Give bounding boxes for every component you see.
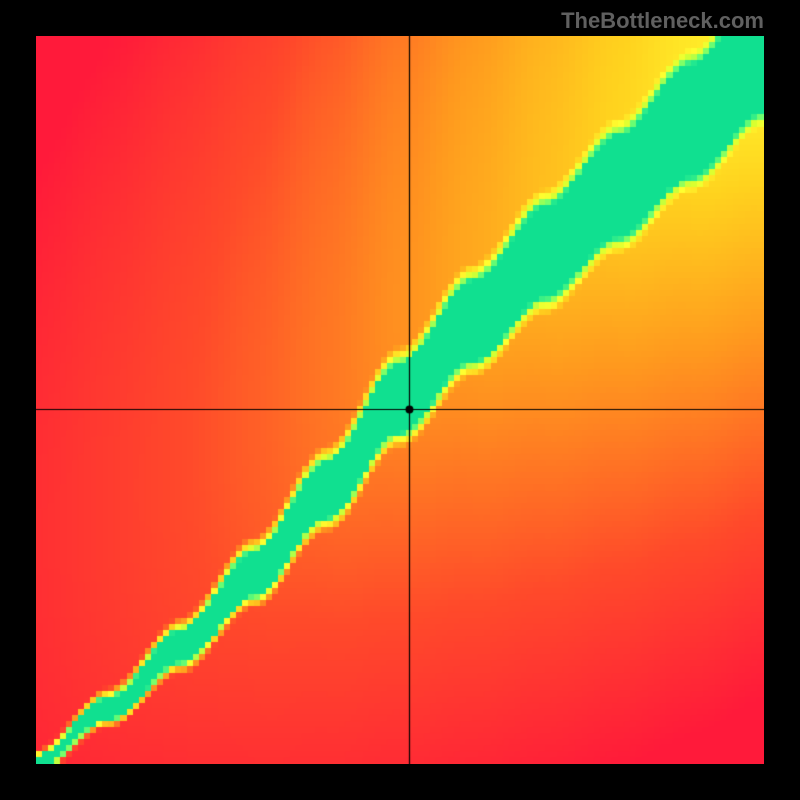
watermark-text: TheBottleneck.com (561, 8, 764, 34)
chart-container: TheBottleneck.com (0, 0, 800, 800)
bottleneck-heatmap (36, 36, 764, 764)
